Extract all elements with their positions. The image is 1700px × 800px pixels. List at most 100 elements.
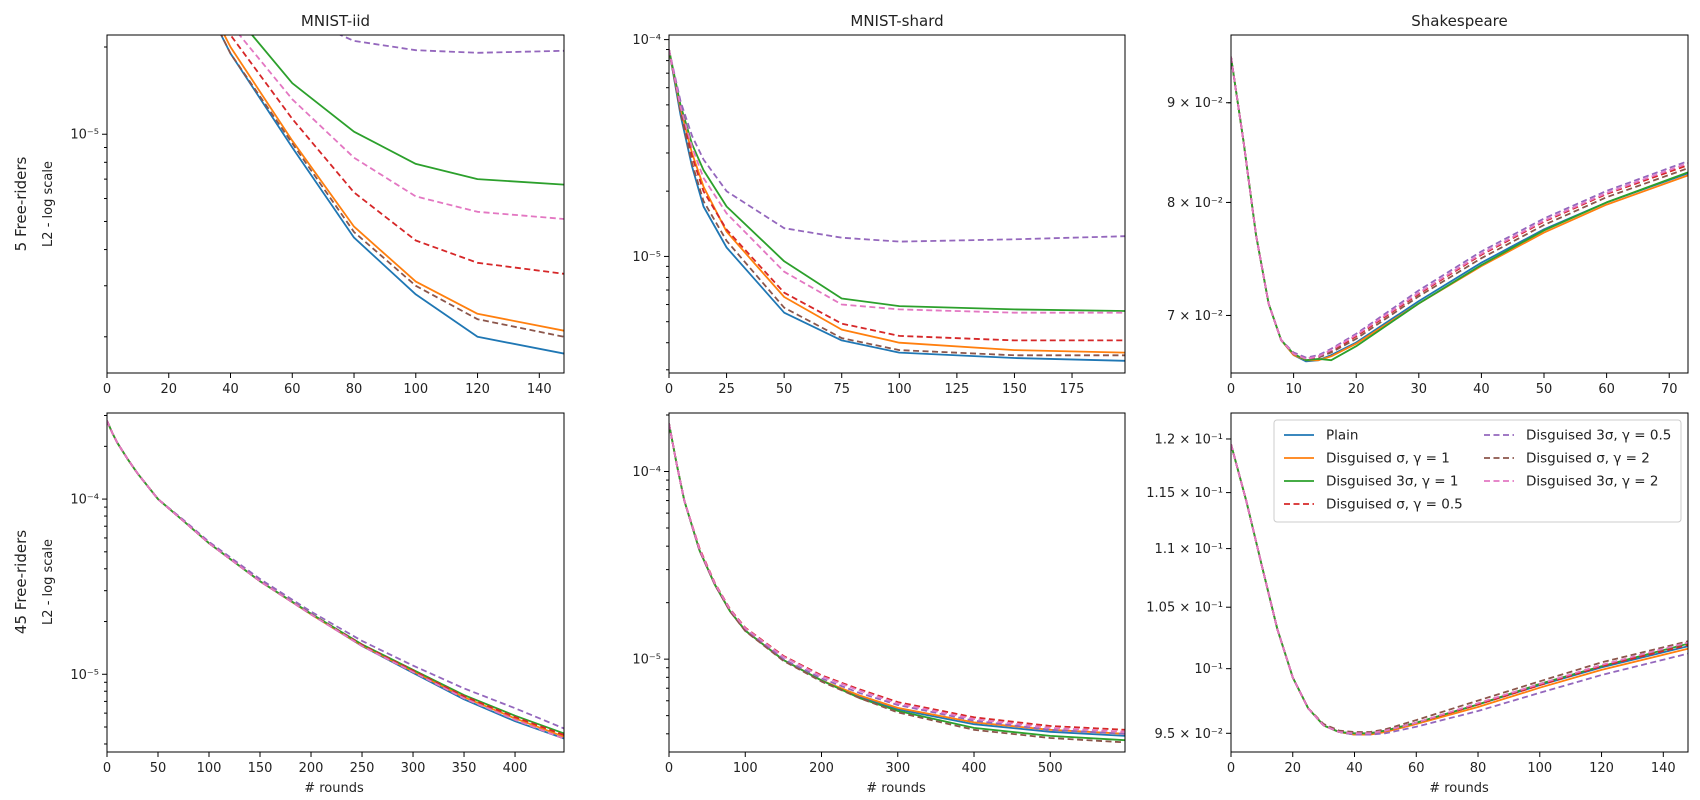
x-tick-label: 0: [1227, 382, 1235, 397]
panel-6: 0 20 40 60 80 100 120 140 9.5 × 10⁻² 10⁻¹ 1.05 × 1…: [1146, 412, 1689, 776]
axes-frame: [1230, 412, 1689, 753]
series-line: [250, 35, 564, 186]
axes-frame: [668, 412, 1126, 753]
legend-label: Disguised 3σ, γ = 2: [1526, 474, 1658, 490]
x-tick-label: 60: [1598, 382, 1615, 397]
series-group: [107, 420, 564, 740]
x-tick-label: 100: [733, 761, 758, 776]
series-line: [669, 49, 1125, 362]
x-tick-label: 20: [1348, 382, 1365, 397]
x-tick-label: 120: [465, 382, 490, 397]
y-tick-label: 10⁻⁴: [632, 33, 661, 48]
x-tick-label: 140: [1651, 761, 1676, 776]
panel-title: MNIST-shard: [850, 12, 943, 30]
series-line: [107, 420, 564, 736]
series-line: [107, 420, 564, 740]
x-tick-label: 200: [809, 761, 834, 776]
series-line: [669, 423, 1125, 735]
x-tick-label: 50: [776, 382, 793, 397]
y-tick-label: 10⁻⁵: [70, 668, 99, 683]
x-tick-label: 0: [665, 761, 673, 776]
x-tick-label: 175: [1060, 382, 1085, 397]
x-tick-label: 140: [527, 382, 552, 397]
panel-2: 0 25 50 75 100 125 150 175 10⁻⁵ 10⁻⁴ MNIST-shard: [632, 12, 1126, 397]
x-tick-label: 0: [665, 382, 673, 397]
axes-frame: [668, 34, 1126, 374]
y-tick-label: 1.15 × 10⁻¹: [1146, 486, 1223, 501]
panel-5: 0 100 200 300 400 500 10⁻⁵ 10⁻⁴: [632, 412, 1126, 776]
x-tick-label: 80: [1470, 761, 1487, 776]
x-tick-label: 60: [284, 382, 301, 397]
series-line: [107, 420, 564, 740]
series-line: [669, 49, 1125, 357]
series-line: [1231, 56, 1688, 363]
row-label-top: 5 Free-riders: [12, 157, 30, 252]
panel-title: Shakespeare: [1411, 12, 1507, 30]
x-tick-label: 50: [150, 761, 167, 776]
y-tick-label: 10⁻¹: [1194, 662, 1223, 677]
x-tick-label: 125: [944, 382, 969, 397]
x-tick-label: 0: [103, 761, 111, 776]
x-tick-label: 100: [1527, 761, 1552, 776]
x-tick-label: 80: [346, 382, 363, 397]
series-line: [229, 35, 564, 275]
series-line: [669, 423, 1125, 733]
y-tick-label: 10⁻⁴: [632, 465, 661, 480]
x-tick-label: 400: [503, 761, 528, 776]
legend-box: [1273, 419, 1682, 523]
series-line: [238, 35, 564, 220]
x-tick-label: 20: [1284, 761, 1301, 776]
x-tick-label: 250: [350, 761, 375, 776]
x-tick-label: 60: [1408, 761, 1425, 776]
series-line: [1231, 56, 1688, 362]
x-tick-label: 30: [1411, 382, 1428, 397]
y-tick-label: 10⁻⁵: [632, 250, 661, 265]
series-group: [669, 423, 1125, 744]
x-tick-label: 150: [1002, 382, 1027, 397]
series-line: [107, 420, 564, 735]
series-line: [1231, 56, 1688, 360]
x-tick-label: 40: [1346, 761, 1363, 776]
xlabel-col-3: # rounds: [1429, 781, 1489, 796]
x-tick-label: 50: [1536, 382, 1553, 397]
series-line: [669, 49, 1125, 342]
x-tick-label: 10: [1285, 382, 1302, 397]
series-line: [669, 49, 1125, 312]
series-line: [669, 49, 1125, 354]
panel-3: 0 10 20 30 40 50 60 70 7 × 10⁻² 8 × 10⁻² 9 × 10⁻² S…: [1167, 12, 1689, 397]
x-tick-label: 40: [1473, 382, 1490, 397]
panel-4: 0 50 100 150 200 250 300 350 400 10⁻⁵ 10⁻⁴: [70, 412, 565, 776]
series-line: [220, 35, 564, 355]
x-tick-label: 100: [887, 382, 912, 397]
series-line: [1231, 56, 1688, 360]
axes-frame: [106, 34, 565, 374]
x-tick-label: 120: [1589, 761, 1614, 776]
y-tick-label: 8 × 10⁻²: [1167, 196, 1223, 211]
x-tick-label: 100: [197, 761, 222, 776]
y-tick-label: 1.1 × 10⁻¹: [1155, 542, 1223, 557]
xlabel-col-2: # rounds: [866, 781, 926, 796]
y-tick-label: 1.2 × 10⁻¹: [1155, 432, 1223, 447]
series-line: [220, 35, 564, 338]
series-group: [1231, 56, 1688, 363]
series-line: [107, 420, 564, 740]
series-line: [1231, 56, 1688, 359]
legend-label: Disguised σ, γ = 1: [1326, 451, 1450, 467]
x-tick-label: 40: [222, 382, 239, 397]
series-line: [669, 423, 1125, 744]
series-group: [669, 49, 1125, 362]
panel-title: MNIST-iid: [301, 12, 370, 30]
x-tick-label: 150: [248, 761, 273, 776]
row-label-bottom: 45 Free-riders: [12, 530, 30, 634]
panels: 02040608010012014010⁻⁵10⁻⁴MNIST-iid02550…: [70, 12, 1689, 776]
x-tick-label: 20: [160, 382, 177, 397]
series-line: [1231, 56, 1688, 362]
legend: Plain Disguised σ, γ = 1 Disguised 3σ, γ =…: [1273, 419, 1682, 523]
y-tick-label: 1.05 × 10⁻¹: [1146, 601, 1223, 616]
x-tick-label: 200: [299, 761, 324, 776]
axes-frame: [1230, 34, 1689, 374]
x-tick-label: 25: [718, 382, 735, 397]
legend-label: Plain: [1326, 428, 1358, 444]
x-tick-label: 0: [1227, 761, 1235, 776]
